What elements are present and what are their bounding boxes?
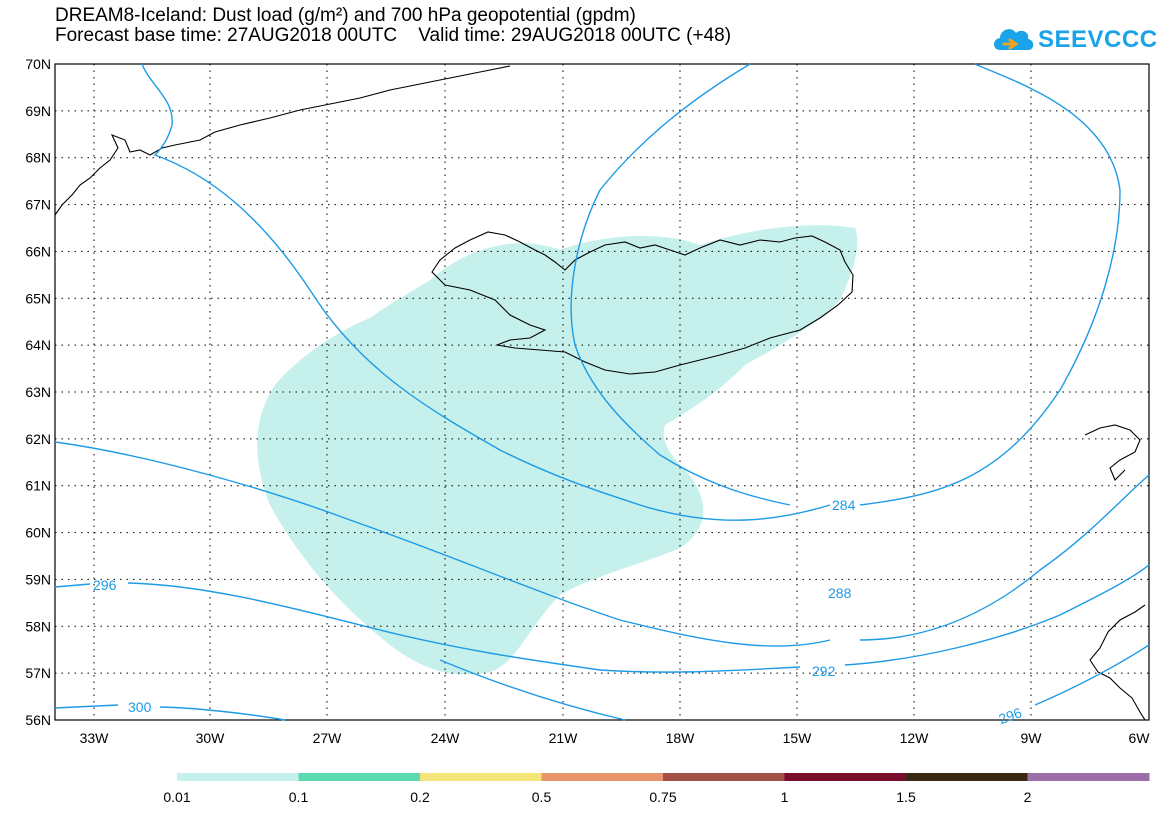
legend-swatch [906,773,1028,781]
contour-296-east [1034,644,1150,706]
contour-labels: 284 288 292 296 296 300 [93,497,1024,727]
legend-label: 0.5 [532,789,552,805]
logo-text: SEEVCCC [1038,26,1158,53]
contour-296-west [54,704,286,721]
contour-label-296-west: 296 [93,577,117,593]
contour-label-292: 292 [812,663,836,679]
legend-label: 0.75 [649,789,676,805]
dust-load-area [257,225,858,675]
colorbar-legend: 0.01 0.1 0.2 0.5 0.75 1 1.5 2 [163,773,1150,805]
contour-300 [439,659,626,721]
legend-swatch [420,773,542,781]
map-title-line2: Forecast base time: 27AUG2018 00UTC Vali… [55,25,732,46]
lat-label: 67N [25,197,51,213]
lat-label: 65N [25,290,51,306]
lat-label: 69N [25,103,51,119]
lat-label: 66N [25,243,51,259]
lat-label: 70N [25,56,51,72]
legend-label: 1.5 [896,789,916,805]
legend-swatch [784,773,907,781]
contour-288 [54,441,1150,647]
coastlines [54,65,1146,721]
lat-label: 68N [25,150,51,166]
lon-label: 12W [900,730,930,746]
greenland-coast [54,65,511,216]
legend-swatch [177,773,299,781]
lon-label: 6W [1129,730,1151,746]
legend-swatch [298,773,421,781]
latitude-labels: 70N 69N 68N 67N 66N 65N 64N 63N 62N 61N 60N 59N 58N 5… [25,56,51,728]
lat-label: 63N [25,384,51,400]
legend-swatch [1027,773,1150,781]
longitude-labels: 33W 30W 27W 24W 21W 18W 15W 12W 9W 6W [80,730,1151,746]
contour-label-288: 288 [828,585,852,601]
lat-label: 59N [25,571,51,587]
lon-label: 33W [80,730,110,746]
lon-label: 30W [196,730,226,746]
legend-label: 0.2 [410,789,430,805]
cloud-icon [994,29,1034,50]
faroe-shetland-coast [1084,424,1141,481]
contour-284-west [141,63,831,521]
lat-label: 57N [25,665,51,681]
lon-label: 15W [783,730,813,746]
legend-label: 2 [1024,789,1032,805]
lon-label: 24W [431,730,461,746]
scotland-coast [1089,604,1146,721]
map-title-line1: DREAM8-Iceland: Dust load (g/m²) and 700… [55,5,636,26]
lat-label: 64N [25,337,51,353]
iceland-coast [431,231,854,375]
seevccc-logo: SEEVCCC [990,20,1170,60]
legend-swatch [541,773,664,781]
legend-swatch [663,773,785,781]
lat-label: 56N [25,712,51,728]
lat-label: 62N [25,431,51,447]
lon-label: 18W [666,730,696,746]
lon-label: 27W [313,730,343,746]
legend-label: 1 [781,789,789,805]
contour-label-300: 300 [128,699,152,715]
contour-label-284: 284 [832,497,856,513]
legend-label: 0.01 [163,789,190,805]
geopotential-contours [54,63,1150,721]
contour-label-296-east: 296 [996,704,1024,727]
legend-label: 0.1 [289,789,309,805]
graticule [55,64,1149,720]
lat-label: 58N [25,618,51,634]
lat-label: 61N [25,478,51,494]
contour-284-north [570,63,791,506]
lat-label: 60N [25,525,51,541]
lon-label: 9W [1021,730,1043,746]
contour-292 [54,564,1150,673]
contour-284-east [859,63,1121,506]
lon-label: 21W [549,730,579,746]
